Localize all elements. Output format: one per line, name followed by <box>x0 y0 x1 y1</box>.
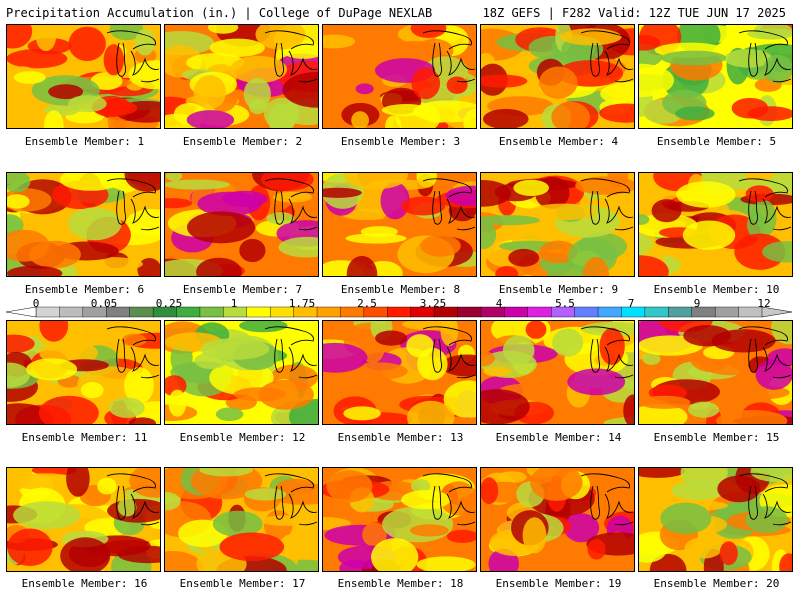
ensemble-map-panel <box>322 24 477 129</box>
great-lakes-outline <box>580 178 634 231</box>
ensemble-map-panel <box>480 320 635 425</box>
ensemble-member-label: Ensemble Member: 9 <box>498 283 619 296</box>
precip-field <box>7 321 160 424</box>
header: Precipitation Accumulation (in.) | Colle… <box>0 0 800 24</box>
ensemble-member-label: Ensemble Member: 7 <box>182 283 303 296</box>
ensemble-map-panel <box>6 24 161 129</box>
colorbar <box>6 306 792 318</box>
ensemble-member-label: Ensemble Member: 4 <box>498 135 619 148</box>
ensemble-member-label: Ensemble Member: 6 <box>24 283 145 296</box>
ensemble-member-label: Ensemble Member: 5 <box>656 135 777 148</box>
map-title: Precipitation Accumulation (in.) | Colle… <box>6 6 433 20</box>
great-lakes-outline <box>422 30 476 83</box>
ensemble-map-panel <box>480 172 635 277</box>
ensemble-map-panel <box>638 467 793 572</box>
colorbar-label: 5.5 <box>555 297 575 310</box>
ensemble-member-label: Ensemble Member: 10 <box>653 283 780 296</box>
great-lakes-outline <box>738 178 792 231</box>
great-lakes-outline <box>580 30 634 83</box>
ensemble-member-label: Ensemble Member: 8 <box>340 283 461 296</box>
colorbar-label: 12 <box>757 297 771 310</box>
ensemble-member-label: Ensemble Member: 19 <box>495 577 622 590</box>
precip-field <box>639 468 792 571</box>
precip-field <box>7 468 160 571</box>
ensemble-map-panel <box>6 320 161 425</box>
precip-field <box>165 468 318 571</box>
ensemble-member-label: Ensemble Member: 11 <box>21 431 148 444</box>
precip-field <box>165 25 318 128</box>
colorbar-left-arrow <box>6 306 37 318</box>
colorbar-label: 7 <box>627 297 635 310</box>
ensemble-map-panel <box>638 24 793 129</box>
ensemble-member-label: Ensemble Member: 12 <box>179 431 306 444</box>
precip-field <box>639 321 792 424</box>
precip-field <box>165 173 318 276</box>
great-lakes-outline <box>264 178 318 231</box>
colorbar-right-arrow <box>761 306 792 318</box>
great-lakes-outline <box>106 178 160 231</box>
great-lakes-outline <box>580 326 634 379</box>
colorbar-label: 0.25 <box>155 297 183 310</box>
great-lakes-outline <box>738 326 792 379</box>
great-lakes-outline <box>738 30 792 83</box>
great-lakes-outline <box>106 326 160 379</box>
ensemble-member-label: Ensemble Member: 13 <box>337 431 464 444</box>
ensemble-map-panel <box>322 172 477 277</box>
precip-field <box>639 173 792 276</box>
ensemble-map-panel <box>480 24 635 129</box>
precip-field <box>323 321 476 424</box>
ensemble-member-label: Ensemble Member: 18 <box>337 577 464 590</box>
great-lakes-outline <box>580 473 634 526</box>
ensemble-map-panel <box>6 172 161 277</box>
ensemble-member-label: Ensemble Member: 16 <box>21 577 148 590</box>
ensemble-member-label: Ensemble Member: 14 <box>495 431 622 444</box>
ensemble-map-panel <box>638 320 793 425</box>
precip-field <box>323 25 476 128</box>
colorbar-label: 2.5 <box>357 297 377 310</box>
ensemble-member-label: Ensemble Member: 17 <box>179 577 306 590</box>
precip-field <box>481 321 634 424</box>
colorbar-label: 3.25 <box>419 297 447 310</box>
ensemble-map-panel <box>322 467 477 572</box>
colorbar-label: 0.05 <box>90 297 118 310</box>
great-lakes-outline <box>422 178 476 231</box>
ensemble-map-panel <box>164 172 319 277</box>
great-lakes-outline <box>422 326 476 379</box>
ensemble-member-label: Ensemble Member: 3 <box>340 135 461 148</box>
great-lakes-outline <box>264 326 318 379</box>
great-lakes-outline <box>422 473 476 526</box>
ensemble-map-panel <box>322 320 477 425</box>
ensemble-map-panel <box>164 24 319 129</box>
precip-field <box>481 468 634 571</box>
great-lakes-outline <box>738 473 792 526</box>
great-lakes-outline <box>264 30 318 83</box>
ensemble-map-panel <box>164 320 319 425</box>
ensemble-map-panel <box>638 172 793 277</box>
ensemble-map-panel <box>480 467 635 572</box>
ensemble-member-label: Ensemble Member: 2 <box>182 135 303 148</box>
colorbar-label: 1 <box>230 297 238 310</box>
great-lakes-outline <box>106 30 160 83</box>
colorbar-label: 4 <box>495 297 503 310</box>
precip-field <box>323 468 476 571</box>
colorbar-label: 1.75 <box>288 297 316 310</box>
precip-field <box>323 173 476 276</box>
precip-field <box>7 173 160 276</box>
ensemble-member-label: Ensemble Member: 15 <box>653 431 780 444</box>
great-lakes-outline <box>264 473 318 526</box>
precip-field <box>7 25 160 128</box>
precip-field <box>165 321 318 424</box>
precip-field <box>481 173 634 276</box>
colorbar-label: 0 <box>32 297 40 310</box>
ensemble-member-label: Ensemble Member: 20 <box>653 577 780 590</box>
ensemble-map-panel <box>6 467 161 572</box>
colorbar-label: 9 <box>693 297 701 310</box>
ensemble-member-label: Ensemble Member: 1 <box>24 135 145 148</box>
ensemble-map-panel <box>164 467 319 572</box>
precip-field <box>481 25 634 128</box>
precip-field <box>639 25 792 128</box>
colorbar-labels: 0 0.05 0.25 1 1.75 2.5 3.25 4 5.5 7 9 12 <box>0 297 800 310</box>
run-valid-time: 18Z GEFS | F282 Valid: 12Z TUE JUN 17 20… <box>482 6 786 20</box>
great-lakes-outline <box>106 473 160 526</box>
